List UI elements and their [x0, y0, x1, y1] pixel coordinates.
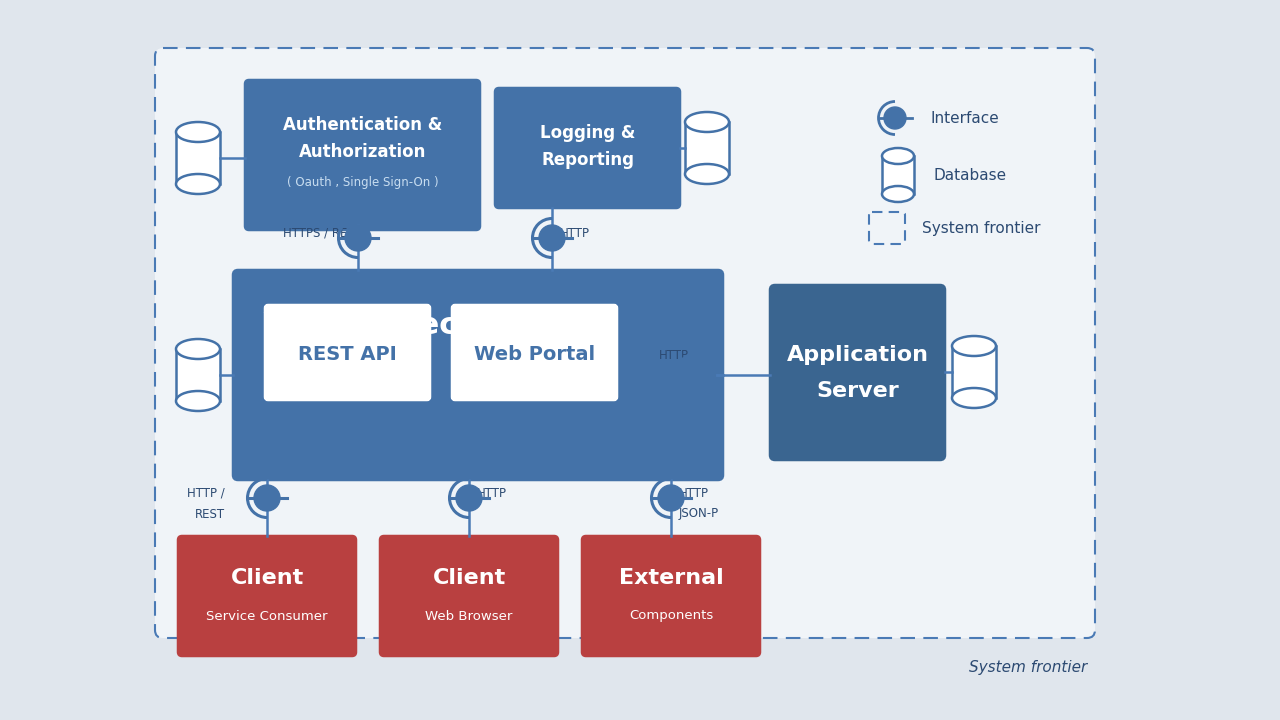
Text: Client: Client — [433, 568, 506, 588]
Circle shape — [658, 485, 684, 511]
Ellipse shape — [177, 122, 220, 142]
Circle shape — [539, 225, 564, 251]
Circle shape — [253, 485, 280, 511]
Bar — [685, 122, 730, 174]
Text: Logging &: Logging & — [540, 124, 635, 142]
Ellipse shape — [177, 339, 220, 359]
Text: Web Browser: Web Browser — [425, 610, 513, 623]
Bar — [882, 156, 914, 194]
Text: ( Oauth , Single Sign-On ): ( Oauth , Single Sign-On ) — [287, 176, 438, 189]
Text: HTTP: HTTP — [477, 487, 507, 500]
FancyBboxPatch shape — [233, 270, 723, 480]
Text: Server: Server — [817, 380, 899, 400]
Bar — [177, 132, 220, 184]
FancyBboxPatch shape — [771, 285, 945, 460]
Bar — [952, 346, 996, 398]
Text: Authorization: Authorization — [298, 143, 426, 161]
Bar — [177, 349, 220, 401]
Text: HTTP /: HTTP / — [187, 487, 225, 500]
Text: REST API: REST API — [298, 345, 397, 364]
Text: HTTPS / REST: HTTPS / REST — [283, 227, 362, 240]
Ellipse shape — [952, 388, 996, 408]
Text: Components: Components — [628, 610, 713, 623]
Text: HTTP: HTTP — [659, 348, 689, 361]
Text: Client: Client — [230, 568, 303, 588]
Text: HTTP: HTTP — [678, 487, 709, 500]
FancyBboxPatch shape — [495, 88, 680, 208]
Text: Your project: Your project — [262, 310, 472, 340]
Text: REST: REST — [195, 508, 225, 521]
FancyBboxPatch shape — [452, 305, 617, 400]
FancyBboxPatch shape — [244, 80, 480, 230]
FancyBboxPatch shape — [155, 48, 1094, 638]
Text: Authentication &: Authentication & — [283, 116, 442, 134]
Ellipse shape — [882, 148, 914, 164]
FancyBboxPatch shape — [582, 536, 760, 656]
Text: System frontier: System frontier — [969, 660, 1087, 675]
Text: Application: Application — [786, 344, 928, 364]
Ellipse shape — [882, 186, 914, 202]
FancyBboxPatch shape — [265, 305, 430, 400]
Text: External: External — [618, 568, 723, 588]
Text: Database: Database — [933, 168, 1006, 182]
Text: JSON-P: JSON-P — [678, 508, 719, 521]
Text: Reporting: Reporting — [541, 151, 634, 169]
Ellipse shape — [685, 112, 730, 132]
Text: Service Consumer: Service Consumer — [206, 610, 328, 623]
Text: HTTP: HTTP — [561, 227, 590, 240]
Circle shape — [456, 485, 483, 511]
Text: Interface: Interface — [931, 110, 998, 125]
Text: Web Portal: Web Portal — [474, 345, 595, 364]
Text: System frontier: System frontier — [922, 220, 1041, 235]
Circle shape — [346, 225, 371, 251]
Ellipse shape — [685, 164, 730, 184]
Circle shape — [884, 107, 906, 129]
FancyBboxPatch shape — [178, 536, 356, 656]
Ellipse shape — [952, 336, 996, 356]
Circle shape — [681, 362, 707, 388]
Ellipse shape — [177, 391, 220, 411]
Ellipse shape — [177, 174, 220, 194]
FancyBboxPatch shape — [380, 536, 558, 656]
